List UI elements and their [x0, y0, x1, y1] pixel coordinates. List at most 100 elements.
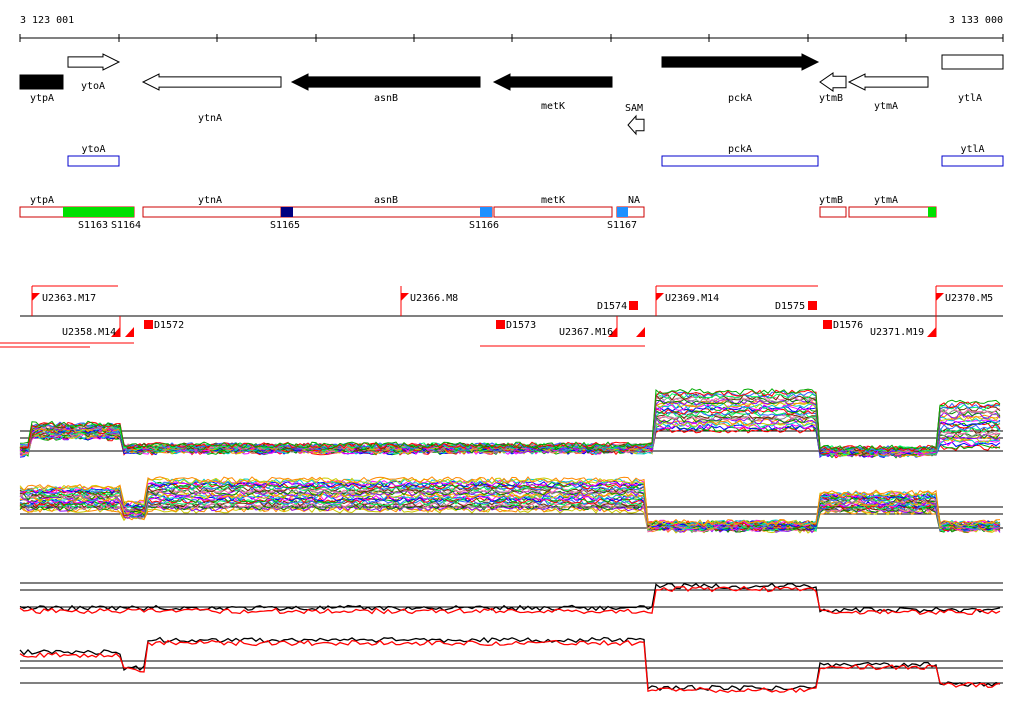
gene-sam-label: SAM	[625, 103, 643, 114]
profile-mean-trace	[19, 585, 1001, 616]
gene-ytoa-label: ytoA	[81, 81, 105, 92]
gene-asnb-arrow	[290, 73, 481, 91]
segment-block	[281, 207, 293, 217]
expression-profiles	[19, 388, 1003, 694]
dsite-marker	[144, 320, 153, 329]
dsite-marker	[823, 320, 832, 329]
profile-trace	[19, 476, 1001, 526]
upshift-flag	[656, 293, 664, 301]
upshift-label: U2363.M17	[42, 293, 96, 304]
segment-block	[99, 207, 134, 217]
gene-ytna-arrow	[141, 73, 282, 91]
upshift-flag	[936, 293, 944, 301]
dsite-label: D1572	[154, 320, 184, 331]
blue-box-pcka	[661, 155, 819, 167]
downshift-flag	[111, 327, 120, 337]
operon-label: asnB	[374, 195, 398, 206]
upshift-flag	[32, 293, 40, 301]
gene-pcka-arrow	[661, 53, 820, 71]
gene-ytmb-label: ytmB	[819, 93, 843, 104]
segment-label: S1164	[111, 220, 141, 231]
profile-trace	[19, 388, 1001, 452]
transcript-track: U2363.M17 U2366.M8 U2369.M14 U2370.M5 U2358.…	[0, 285, 1003, 348]
segment-block	[480, 207, 492, 217]
profile-mean-trace	[19, 639, 1001, 694]
downshift-flag	[927, 327, 936, 337]
segment-label: S1163	[78, 220, 108, 231]
upshift-label: U2369.M14	[665, 293, 719, 304]
blue-box-label: pckA	[728, 144, 752, 155]
gene-ytpa-label: ytpA	[30, 93, 54, 104]
segment-label: S1166	[469, 220, 499, 231]
profile-trace	[19, 392, 1001, 452]
upshift-label: U2366.M8	[410, 293, 458, 304]
dsite-label: D1573	[506, 320, 536, 331]
blue-gene-track: ytoA pckA ytlA	[67, 144, 1004, 167]
downshift-label: U2371.M19	[870, 327, 924, 338]
profile-trace	[19, 506, 1001, 534]
profile-mean-trace	[19, 636, 1001, 692]
segment-block	[617, 207, 628, 217]
profile-trace	[19, 389, 1001, 452]
operon-box	[493, 206, 613, 218]
gene-ytla-label: ytlA	[958, 93, 982, 104]
segment-block	[928, 207, 936, 217]
operon-label: ytmA	[874, 195, 898, 206]
gene-metk-arrow	[492, 73, 613, 91]
downshift-flag	[125, 327, 134, 337]
profile-trace	[20, 394, 1001, 453]
gene-pcka-label: pckA	[728, 93, 752, 104]
operon-label: ytmB	[819, 195, 843, 206]
operon-box	[142, 206, 282, 218]
gene-asnb-label: asnB	[374, 93, 398, 104]
profile-trace	[19, 390, 1001, 452]
gene-sam-arrow	[627, 114, 645, 136]
operon-label: metK	[541, 195, 565, 206]
operon-label: NA	[628, 195, 640, 206]
segment-label: S1165	[270, 220, 300, 231]
dsite-marker	[629, 301, 638, 310]
operon-label: ytpA	[30, 195, 54, 206]
ruler-start-label: 3 123 001	[20, 15, 74, 26]
segment-block	[63, 207, 99, 217]
blue-box-ytla	[941, 155, 1004, 167]
profile-trace	[19, 500, 1001, 532]
downshift-label: U2358.M14	[62, 327, 116, 338]
upshift-flag	[401, 293, 409, 301]
ruler: 3 123 001 3 133 000	[19, 15, 1004, 42]
gene-ytoa-arrow	[67, 53, 121, 71]
blue-box-label: ytlA	[960, 144, 984, 155]
gene-ytna-label: ytnA	[198, 113, 222, 124]
operon-track: ytpA ytnA asnB metK NA ytmB ytmA S1163 S1164 S116…	[19, 195, 937, 231]
dsite-label: D1576	[833, 320, 863, 331]
gene-metk-label: metK	[541, 101, 565, 112]
profile-trace	[19, 487, 1001, 529]
upshift-label: U2370.M5	[945, 293, 993, 304]
dsite-label: D1574	[597, 301, 627, 312]
profile-trace	[19, 482, 1001, 528]
downshift-label: U2367.M16	[559, 327, 613, 338]
gene-ytma-arrow	[847, 73, 929, 91]
gene-ytpa-shape	[19, 74, 64, 90]
profile-trace	[19, 501, 1001, 533]
operon-box	[280, 206, 493, 218]
gene-ytla-shape	[941, 54, 1004, 70]
operon-label: ytnA	[198, 195, 222, 206]
profile-mean-trace	[19, 582, 1001, 614]
segment-label: S1167	[607, 220, 637, 231]
downshift-flag	[608, 327, 617, 337]
gene-ytma-label: ytmA	[874, 101, 898, 112]
profile-trace	[19, 479, 1001, 527]
gene-track: ytpA ytoA ytnA asnB metK SAM pckA ytmB ytmA ytlA	[19, 53, 1004, 136]
ruler-end-label: 3 133 000	[949, 15, 1003, 26]
operon-box	[848, 206, 937, 218]
profile-trace	[19, 393, 1001, 453]
dsite-marker	[496, 320, 505, 329]
gene-ytmb-arrow	[819, 72, 847, 92]
dsite-label: D1575	[775, 301, 805, 312]
profile-trace	[19, 503, 1001, 533]
blue-box-label: ytoA	[81, 144, 105, 155]
operon-box	[819, 206, 847, 218]
downshift-flag	[636, 327, 645, 337]
